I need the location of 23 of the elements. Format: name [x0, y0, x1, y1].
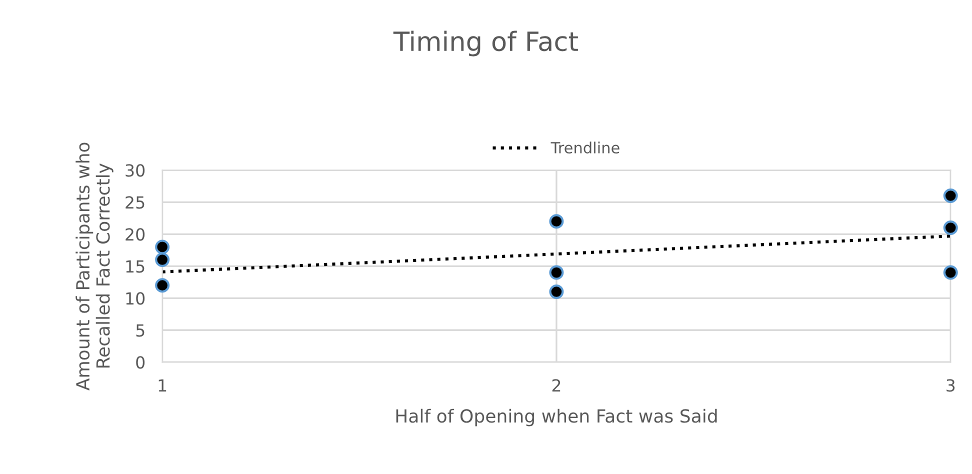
chart-title: Timing of Fact: [393, 30, 578, 56]
y-tick-label: 25: [126, 196, 144, 209]
y-tick-label: 20: [126, 228, 145, 241]
point: [549, 265, 564, 280]
point: [943, 188, 958, 204]
point: [943, 220, 958, 236]
point: [549, 214, 564, 229]
x-tick-label: 1: [158, 379, 166, 392]
x-axis-title: Half of Opening when Fact was Said: [396, 408, 717, 426]
point: [155, 240, 170, 254]
point: [549, 284, 564, 300]
y-tick-label: 5: [136, 324, 144, 337]
y-tick-label: 0: [136, 356, 145, 369]
y-tick-label: 10: [126, 292, 145, 305]
point: [943, 265, 958, 280]
legend-label: Trendline: [550, 142, 620, 154]
point: [155, 278, 170, 293]
y-tick-label: 30: [126, 164, 145, 177]
x-tick-label: 3: [946, 379, 955, 392]
point: [155, 252, 170, 268]
x-tick-label: 2: [552, 379, 560, 392]
y-axis-title: Amount of Participants who Recalled Fact Correctly: [76, 142, 114, 390]
y-tick-label: 15: [126, 260, 144, 273]
